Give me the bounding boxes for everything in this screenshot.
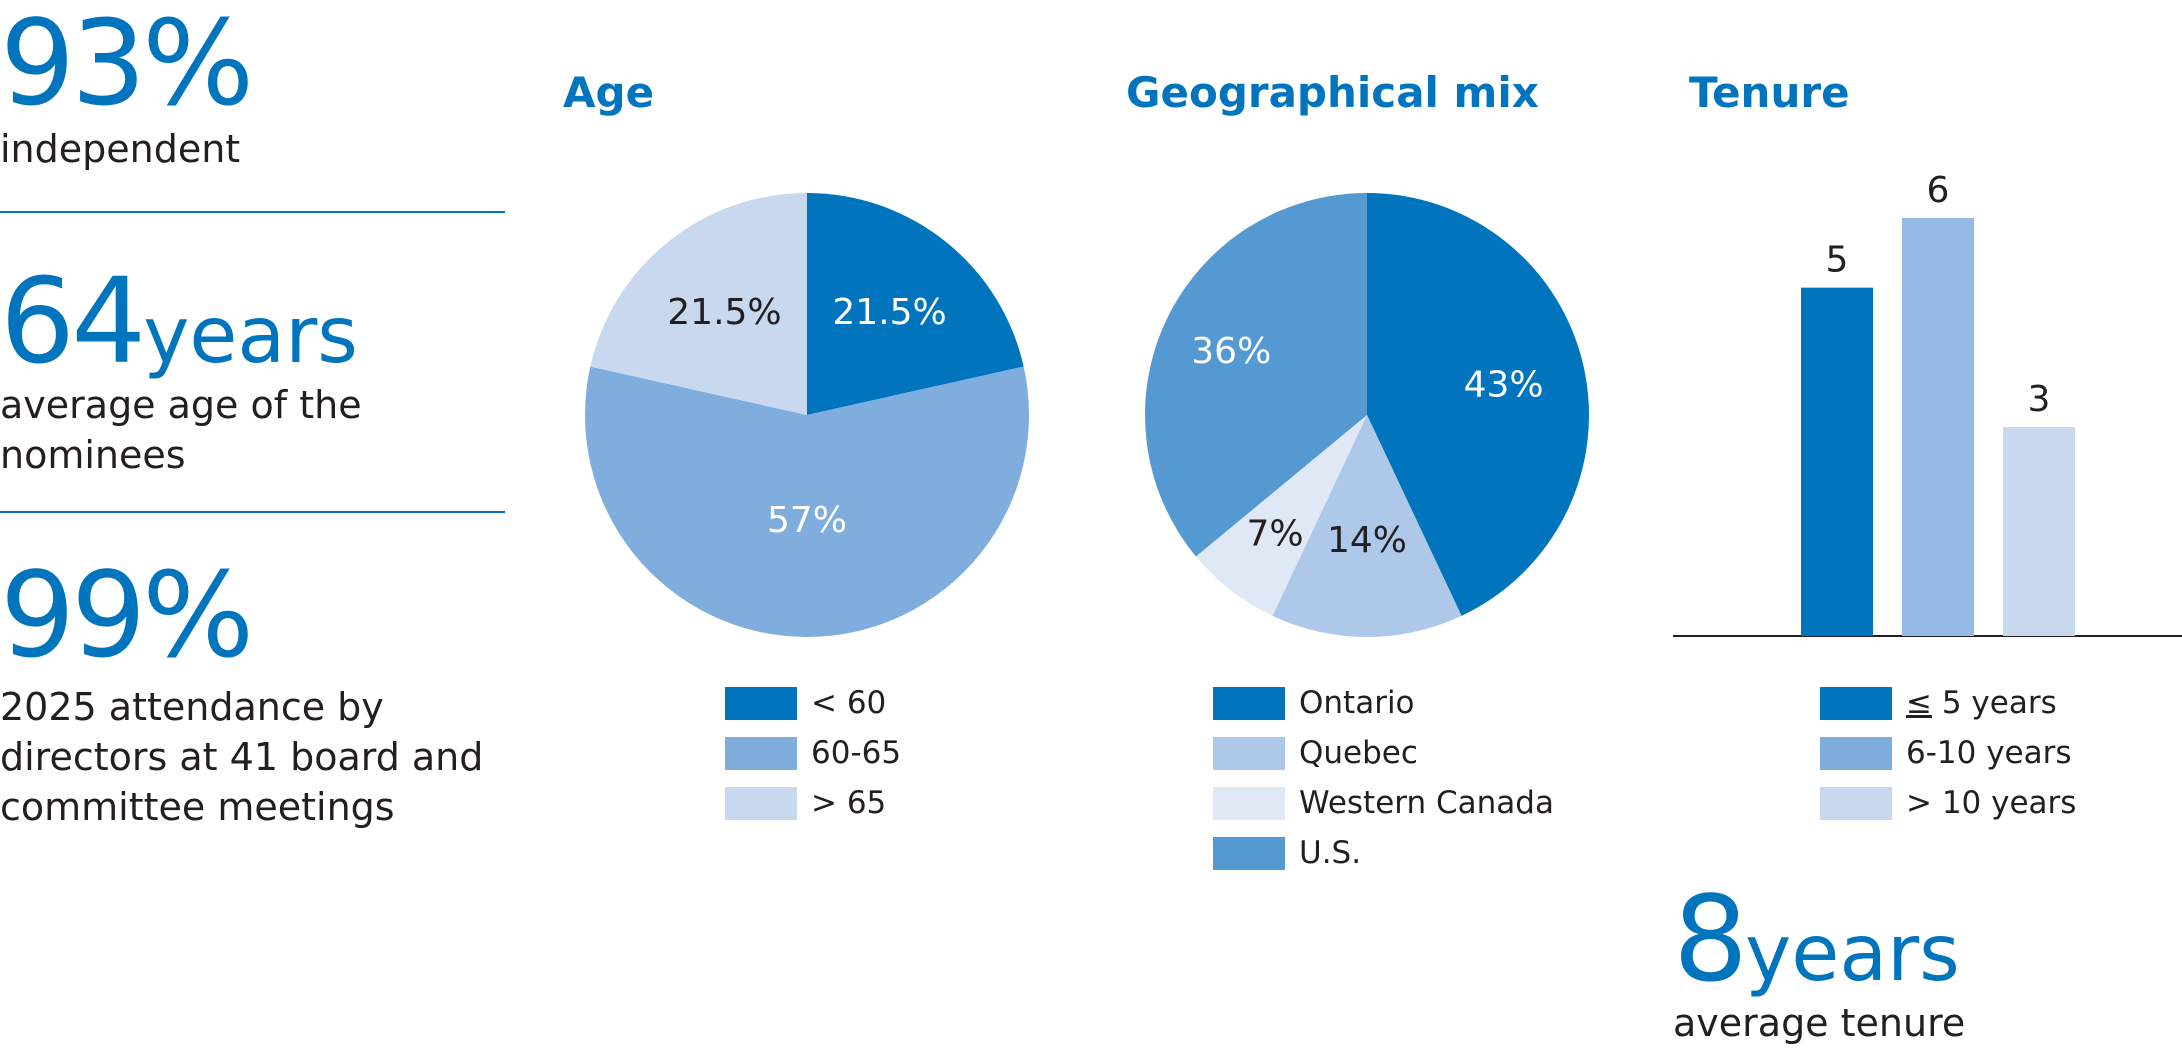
geo-legend-swatch — [1213, 736, 1285, 770]
geo-legend-label: Western Canada — [1299, 785, 1554, 821]
average-tenure-label: average tenure — [1673, 1001, 1966, 1045]
tenure-bar — [1801, 287, 1873, 636]
age-legend-swatch — [725, 686, 797, 720]
tenure-legend-label: ≤ 5 years — [1906, 685, 2057, 721]
geo-legend-item: Quebec — [1213, 735, 1554, 771]
age-slice-60 — [807, 193, 1024, 415]
stat-attendance: 99% 2025 attendance by directors at 41 b… — [0, 556, 505, 832]
average-age-label: average age of the nominees — [0, 383, 362, 477]
geo-slice-quebec — [1272, 415, 1462, 637]
geo-slice-ontario — [1367, 193, 1590, 616]
tenure-legend-label: 6-10 years — [1906, 735, 2072, 771]
tenure-bar — [1902, 218, 1974, 636]
age-legend-swatch — [725, 736, 797, 770]
tenure-chart-title: Tenure — [1689, 68, 1850, 117]
tenure-bar-value-label: 6 — [1927, 170, 1950, 211]
divider — [0, 511, 505, 513]
geo-legend-swatch — [1213, 686, 1285, 720]
geo-legend-item: Western Canada — [1213, 785, 1554, 821]
stat-average-tenure: 8 years average tenure — [1673, 880, 2173, 1048]
geo-legend-swatch — [1213, 786, 1285, 820]
age-legend-item: < 60 — [725, 685, 901, 721]
tenure-legend-item: ≤ 5 years — [1820, 685, 2076, 721]
tenure-legend-item: > 10 years — [1820, 785, 2076, 821]
geo-legend-swatch — [1213, 836, 1285, 870]
geo-slice-label: 7% — [1247, 514, 1304, 555]
age-legend-label: 60-65 — [811, 735, 902, 771]
geo-slice-label: 14% — [1327, 520, 1407, 561]
average-age-value: 64 years — [0, 252, 358, 390]
geo-legend-item: U.S. — [1213, 835, 1554, 871]
independent-percentage: 93% — [0, 0, 254, 132]
attendance-percentage: 99% — [0, 546, 254, 684]
attendance-label: 2025 attendance by directors at 41 board… — [0, 685, 484, 829]
age-slice-65 — [590, 193, 807, 415]
divider — [0, 211, 505, 213]
geo-legend-label: U.S. — [1299, 835, 1362, 871]
age-slice-60-65 — [585, 366, 1029, 637]
age-slice-label: 57% — [767, 500, 847, 541]
age-chart-title: Age — [563, 68, 655, 117]
age-pie-chart: 21.5% 57% 21.5% — [585, 193, 1029, 637]
tenure-legend-swatch — [1820, 736, 1892, 770]
geographical-mix-pie-chart: 43% 14% 7% 36% — [1145, 193, 1590, 637]
tenure-bar-chart: 5 6 3 — [1673, 170, 2182, 637]
tenure-legend-swatch — [1820, 786, 1892, 820]
age-legend-label: < 60 — [811, 685, 887, 721]
age-slice-label: 21.5% — [832, 292, 946, 333]
geographical-mix-legend: Ontario Quebec Western Canada U.S. — [1213, 685, 1554, 885]
average-tenure-value: 8 years — [1673, 870, 1960, 1008]
tenure-legend: ≤ 5 years 6-10 years > 10 years — [1820, 685, 2076, 835]
age-legend-item: > 65 — [725, 785, 901, 821]
geo-legend-label: Ontario — [1299, 685, 1415, 721]
tenure-bar — [2003, 427, 2075, 636]
geo-legend-label: Quebec — [1299, 735, 1418, 771]
age-legend-swatch — [725, 786, 797, 820]
geo-slice-label: 43% — [1464, 364, 1544, 405]
age-legend-label: > 65 — [811, 785, 887, 821]
geo-slice-western-canada — [1195, 415, 1367, 616]
tenure-legend-swatch — [1820, 686, 1892, 720]
tenure-legend-item: 6-10 years — [1820, 735, 2076, 771]
independent-label: independent — [0, 127, 241, 171]
age-legend-item: 60-65 — [725, 735, 901, 771]
geo-legend-item: Ontario — [1213, 685, 1554, 721]
stat-independent: 93% independent — [0, 4, 505, 174]
tenure-bar-value-label: 3 — [2028, 379, 2051, 420]
tenure-legend-label: > 10 years — [1906, 785, 2077, 821]
geo-chart-title: Geographical mix — [1126, 68, 1539, 117]
age-slice-label: 21.5% — [667, 292, 781, 333]
age-legend: < 60 60-65 > 65 — [725, 685, 901, 835]
stat-average-age: 64 years average age of the nominees — [0, 262, 505, 480]
geo-slice-label: 36% — [1191, 331, 1271, 372]
geo-slice-u-s — [1145, 193, 1367, 557]
tenure-bar-value-label: 5 — [1826, 240, 1849, 281]
